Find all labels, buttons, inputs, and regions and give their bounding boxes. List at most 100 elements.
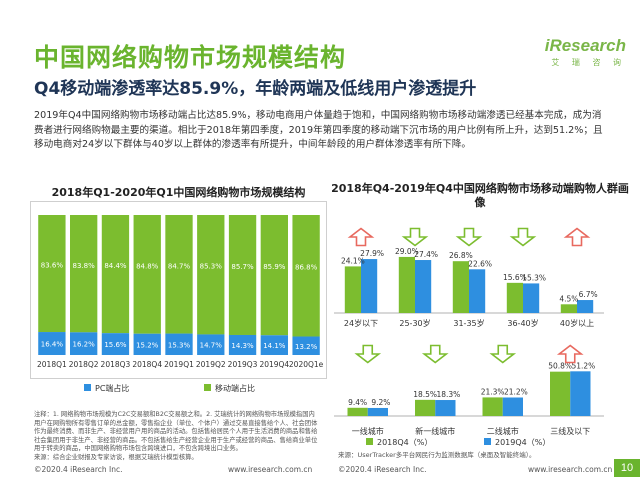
label-2019-一线城市: 9.2%: [371, 398, 390, 407]
label-mobile-2018Q4: 84.8%: [136, 262, 159, 270]
bar-mobile-2018Q4: [133, 215, 161, 334]
right-chart-title: 2018年Q4-2019年Q4中国网络购物市场移动端购物人群画像: [331, 182, 629, 209]
xtick-二线城市: 二线城市: [487, 426, 519, 436]
label-2019-24岁以下: 27.9%: [360, 249, 384, 258]
bar-pc-2019Q3: [228, 334, 257, 355]
trend-arrow-40岁以上: [563, 227, 591, 247]
label-2018-25-30岁: 29.0%: [395, 247, 419, 256]
bar-2018-36-40岁: [506, 282, 523, 313]
label-2019-36-40岁: 15.3%: [522, 273, 546, 282]
label-mobile-2018Q2: 83.8%: [73, 262, 96, 270]
label-2018-40岁以上: 4.5%: [559, 294, 578, 303]
xtick-2018Q1: 2018Q1: [37, 360, 67, 369]
notes-source: 来源：综合企业财报及专家访谈，根据艾瑞统计模型核算。: [34, 453, 198, 461]
bar-mobile-2018Q1: [38, 215, 66, 333]
trend-arrow-新一线城市: [421, 344, 449, 364]
bar-2018-40岁以上: [560, 304, 577, 313]
legend-label-mobile: 移动端占比: [215, 383, 255, 393]
label-mobile-2019Q3: 85.7%: [231, 263, 254, 271]
label-pc-2018Q4: 15.2%: [136, 341, 159, 349]
legend-swatch-2019: [484, 438, 491, 445]
bar-2019-31-35岁: [469, 269, 486, 313]
trend-arrow-36-40岁: [509, 227, 537, 247]
label-2019-新一线城市: 18.3%: [436, 390, 460, 399]
page-subtitle: Q4移动端渗透率达85.9%，年龄两端及低线用户渗透提升: [34, 79, 477, 99]
label-pc-2020Q1e: 13.2%: [295, 343, 318, 351]
logo-brand: iResearch: [544, 36, 626, 55]
label-mobile-2018Q3: 84.4%: [104, 262, 127, 270]
legend-swatch-mobile: [204, 384, 211, 391]
label-2019-二线城市: 21.2%: [504, 387, 528, 396]
xtick-三线及以下: 三线及以下: [550, 426, 590, 436]
right-chart-source: 来源：UserTracker多平台网民行为监测数据库（桌面及智能终端）。: [338, 451, 536, 459]
label-2019-40岁以上: 6.7%: [579, 290, 598, 299]
xtick-2019Q2: 2019Q2: [196, 360, 226, 369]
page-title: 中国网络购物市场规模结构: [34, 43, 347, 72]
label-mobile-2019Q2: 85.3%: [200, 263, 223, 271]
bar-2019-三线及以下: [570, 371, 591, 416]
label-pc-2019Q2: 14.7%: [200, 342, 223, 350]
bar-mobile-2019Q2: [197, 215, 225, 335]
label-2018-31-35岁: 26.8%: [449, 251, 473, 260]
xtick-2019Q1: 2019Q1: [164, 360, 194, 369]
bar-pc-2019Q4: [260, 335, 288, 355]
label-2018-三线及以下: 50.8%: [548, 362, 572, 371]
bar-mobile-2018Q2: [70, 215, 98, 333]
label-pc-2019Q3: 14.3%: [231, 342, 254, 350]
bar-pc-2020Q1e: [292, 336, 320, 355]
bar-2019-36-40岁: [523, 283, 540, 313]
label-2018-24岁以下: 24.1%: [341, 256, 365, 265]
bar-2019-24岁以下: [361, 259, 378, 313]
xtick-一线城市: 一线城市: [352, 426, 384, 436]
bar-pc-2019Q1: [165, 333, 193, 355]
bar-2018-24岁以下: [344, 266, 361, 313]
bar-2018-25-30岁: [398, 256, 415, 313]
xtick-2020Q1e: 2020Q1e: [289, 360, 324, 369]
bar-2018-二线城市: [482, 397, 503, 416]
left-chart-notes: 注释：1. 网络购物市场规模为C2C交易额和B2C交易额之和。2. 艾瑞统计的网…: [34, 411, 320, 463]
bar-2019-二线城市: [502, 397, 523, 416]
page-number: 10: [614, 459, 640, 477]
description-paragraph: 2019年Q4中国网络购物市场移动端占比达85.9%，移动电商用户体量趋于饱和，…: [34, 110, 603, 150]
xtick-2019Q4: 2019Q4: [259, 360, 289, 369]
trend-arrow-一线城市: [354, 344, 382, 364]
bar-pc-2019Q2: [197, 334, 225, 355]
bar-2018-三线及以下: [550, 371, 571, 416]
legend-label-2019: 2019Q4（%）: [495, 438, 550, 447]
bar-2019-新一线城市: [435, 400, 456, 416]
bar-2019-25-30岁: [415, 260, 432, 313]
label-mobile-2020Q1e: 86.8%: [295, 264, 318, 272]
legend-swatch-pc: [84, 384, 91, 391]
legend-swatch-2018: [366, 438, 373, 445]
xtick-36-40岁: 36-40岁: [507, 318, 538, 328]
xtick-2018Q3: 2018Q3: [101, 360, 131, 369]
label-mobile-2018Q1: 83.6%: [41, 262, 64, 270]
left-chart-frame: [30, 201, 327, 379]
trend-arrow-三线及以下: [556, 344, 584, 364]
bar-mobile-2019Q4: [260, 215, 288, 336]
label-pc-2019Q1: 15.3%: [168, 341, 191, 349]
label-mobile-2019Q1: 84.7%: [168, 262, 191, 270]
trend-arrow-25-30岁: [401, 227, 429, 247]
footer-left-url: www.iresearch.com.cn: [228, 465, 313, 474]
label-2019-25-30岁: 27.4%: [414, 250, 438, 259]
label-2018-36-40岁: 15.6%: [503, 273, 527, 282]
xtick-31-35岁: 31-35岁: [453, 318, 484, 328]
iresearch-logo: iResearch 艾 瑞 咨 询: [545, 36, 626, 68]
logo-subtext: 艾 瑞 咨 询: [551, 58, 626, 67]
label-pc-2018Q2: 16.2%: [73, 341, 96, 349]
label-2019-31-35岁: 22.6%: [468, 259, 492, 268]
xtick-新一线城市: 新一线城市: [415, 426, 455, 436]
label-mobile-2019Q4: 85.9%: [263, 263, 286, 271]
legend-label-2018: 2018Q4（%）: [377, 438, 432, 447]
footer-right-url: www.iresearch.com.cn: [528, 465, 613, 474]
label-2018-二线城市: 21.3%: [481, 387, 505, 396]
bar-2018-31-35岁: [452, 261, 469, 313]
legend-label-pc: PC端占比: [95, 383, 129, 393]
label-pc-2019Q4: 14.1%: [263, 342, 286, 350]
notes-text: 注释：1. 网络购物市场规模为C2C交易额和B2C交易额之和。2. 艾瑞统计的网…: [34, 411, 318, 453]
bar-mobile-2018Q3: [101, 215, 130, 334]
bar-pc-2018Q4: [133, 333, 161, 355]
label-2019-三线及以下: 51.2%: [571, 361, 595, 370]
